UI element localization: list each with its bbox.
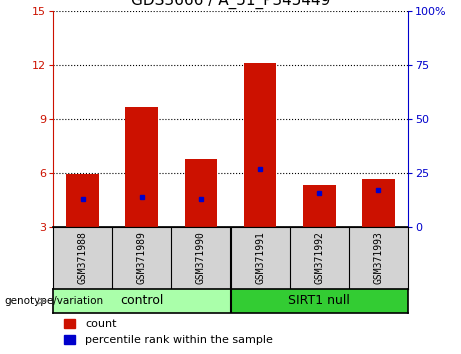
Text: GSM371992: GSM371992 — [314, 231, 324, 284]
Bar — [64, 319, 75, 328]
Text: GSM371989: GSM371989 — [137, 231, 147, 284]
Text: GSM371991: GSM371991 — [255, 231, 265, 284]
Text: GSM371990: GSM371990 — [196, 231, 206, 284]
Bar — [66, 175, 99, 227]
Bar — [125, 107, 158, 227]
Text: count: count — [85, 319, 117, 329]
Bar — [53, 289, 230, 313]
Text: percentile rank within the sample: percentile rank within the sample — [85, 335, 273, 345]
Text: SIRT1 null: SIRT1 null — [288, 295, 350, 307]
Text: GSM371988: GSM371988 — [77, 231, 88, 284]
Bar — [362, 179, 395, 227]
Text: GSM371993: GSM371993 — [373, 231, 384, 284]
Bar — [244, 63, 276, 227]
Bar — [64, 335, 75, 344]
Bar — [230, 289, 408, 313]
Title: GDS3666 / A_51_P345449: GDS3666 / A_51_P345449 — [131, 0, 330, 9]
Text: genotype/variation: genotype/variation — [5, 296, 104, 306]
Bar — [303, 185, 336, 227]
Text: control: control — [120, 295, 164, 307]
Bar — [185, 159, 217, 227]
